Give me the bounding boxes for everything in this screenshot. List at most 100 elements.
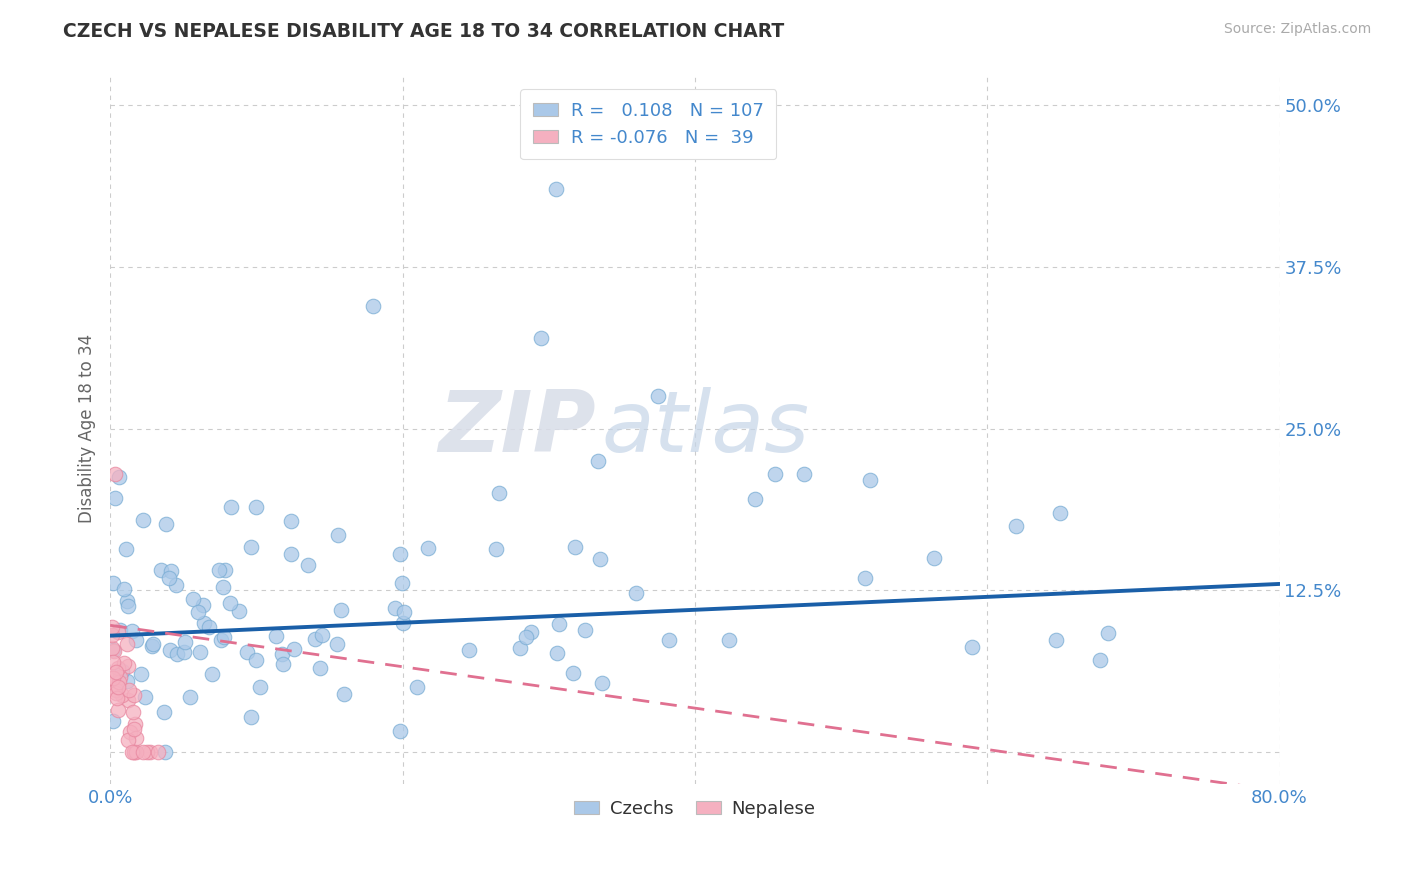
Point <box>124 745 146 759</box>
Point <box>160 564 183 578</box>
Point <box>121 624 143 639</box>
Point <box>101 642 124 657</box>
Point <box>104 686 127 700</box>
Point <box>173 646 195 660</box>
Point <box>219 595 242 609</box>
Point <box>763 467 786 481</box>
Point <box>236 645 259 659</box>
Point <box>793 467 815 481</box>
Point <box>509 641 531 656</box>
Point <box>297 558 319 572</box>
Text: ZIP: ZIP <box>437 387 596 470</box>
Point <box>115 637 138 651</box>
Point <box>190 645 212 659</box>
Point <box>326 637 349 651</box>
Point <box>209 632 232 647</box>
Point <box>125 731 148 746</box>
Point <box>181 592 204 607</box>
Point <box>1097 626 1119 640</box>
Point <box>166 648 188 662</box>
Point <box>586 454 609 468</box>
Point <box>311 628 333 642</box>
Point <box>105 665 128 679</box>
Point <box>174 635 197 649</box>
Point <box>155 516 177 531</box>
Point <box>112 657 135 671</box>
Point <box>333 687 356 701</box>
Point <box>515 631 537 645</box>
Point <box>103 656 125 670</box>
Point <box>103 671 125 685</box>
Point <box>139 745 162 759</box>
Point <box>960 640 983 654</box>
Point <box>530 331 553 345</box>
Point <box>115 673 138 688</box>
Point <box>394 606 416 620</box>
Point <box>148 745 170 759</box>
Point <box>589 552 612 566</box>
Point <box>117 693 139 707</box>
Text: Source: ZipAtlas.com: Source: ZipAtlas.com <box>1223 22 1371 37</box>
Point <box>546 646 568 660</box>
Point <box>118 683 141 698</box>
Point <box>191 599 214 613</box>
Point <box>100 671 122 685</box>
Point <box>111 688 134 702</box>
Point <box>384 601 406 615</box>
Point <box>207 563 229 577</box>
Point <box>101 714 124 729</box>
Legend: Czechs, Nepalese: Czechs, Nepalese <box>567 793 823 825</box>
Point <box>122 688 145 702</box>
Point <box>744 491 766 506</box>
Point <box>107 703 129 717</box>
Point <box>271 657 294 671</box>
Point <box>249 680 271 694</box>
Text: CZECH VS NEPALESE DISABILITY AGE 18 TO 34 CORRELATION CHART: CZECH VS NEPALESE DISABILITY AGE 18 TO 3… <box>63 22 785 41</box>
Text: atlas: atlas <box>602 387 810 470</box>
Point <box>201 667 224 681</box>
Point <box>108 623 131 637</box>
Point <box>1045 633 1067 648</box>
Point <box>122 745 145 759</box>
Point <box>107 680 129 694</box>
Point <box>264 630 287 644</box>
Point <box>104 491 127 505</box>
Point <box>853 571 876 585</box>
Point <box>214 630 236 644</box>
Point <box>117 658 139 673</box>
Point <box>240 541 263 555</box>
Point <box>101 575 124 590</box>
Point <box>718 633 741 648</box>
Point <box>488 485 510 500</box>
Point <box>107 661 129 675</box>
Point <box>108 674 131 689</box>
Point <box>124 717 146 731</box>
Point <box>142 636 165 650</box>
Point <box>391 576 413 591</box>
Point <box>129 666 152 681</box>
Point <box>117 594 139 608</box>
Point <box>107 624 129 639</box>
Point <box>392 616 415 631</box>
Point <box>193 616 215 631</box>
Point <box>1049 506 1071 520</box>
Point <box>389 724 412 739</box>
Point <box>328 528 350 542</box>
Point <box>457 642 479 657</box>
Point <box>153 705 176 719</box>
Point <box>548 616 571 631</box>
Point <box>485 542 508 557</box>
Point <box>283 642 305 657</box>
Point <box>121 745 143 759</box>
Point <box>155 745 177 759</box>
Point <box>309 661 332 675</box>
Point <box>100 641 122 656</box>
Point <box>117 732 139 747</box>
Point <box>280 514 302 528</box>
Point <box>159 643 181 657</box>
Point <box>271 647 294 661</box>
Point <box>574 624 596 638</box>
Point <box>219 500 242 515</box>
Point <box>120 724 142 739</box>
Point <box>361 299 384 313</box>
